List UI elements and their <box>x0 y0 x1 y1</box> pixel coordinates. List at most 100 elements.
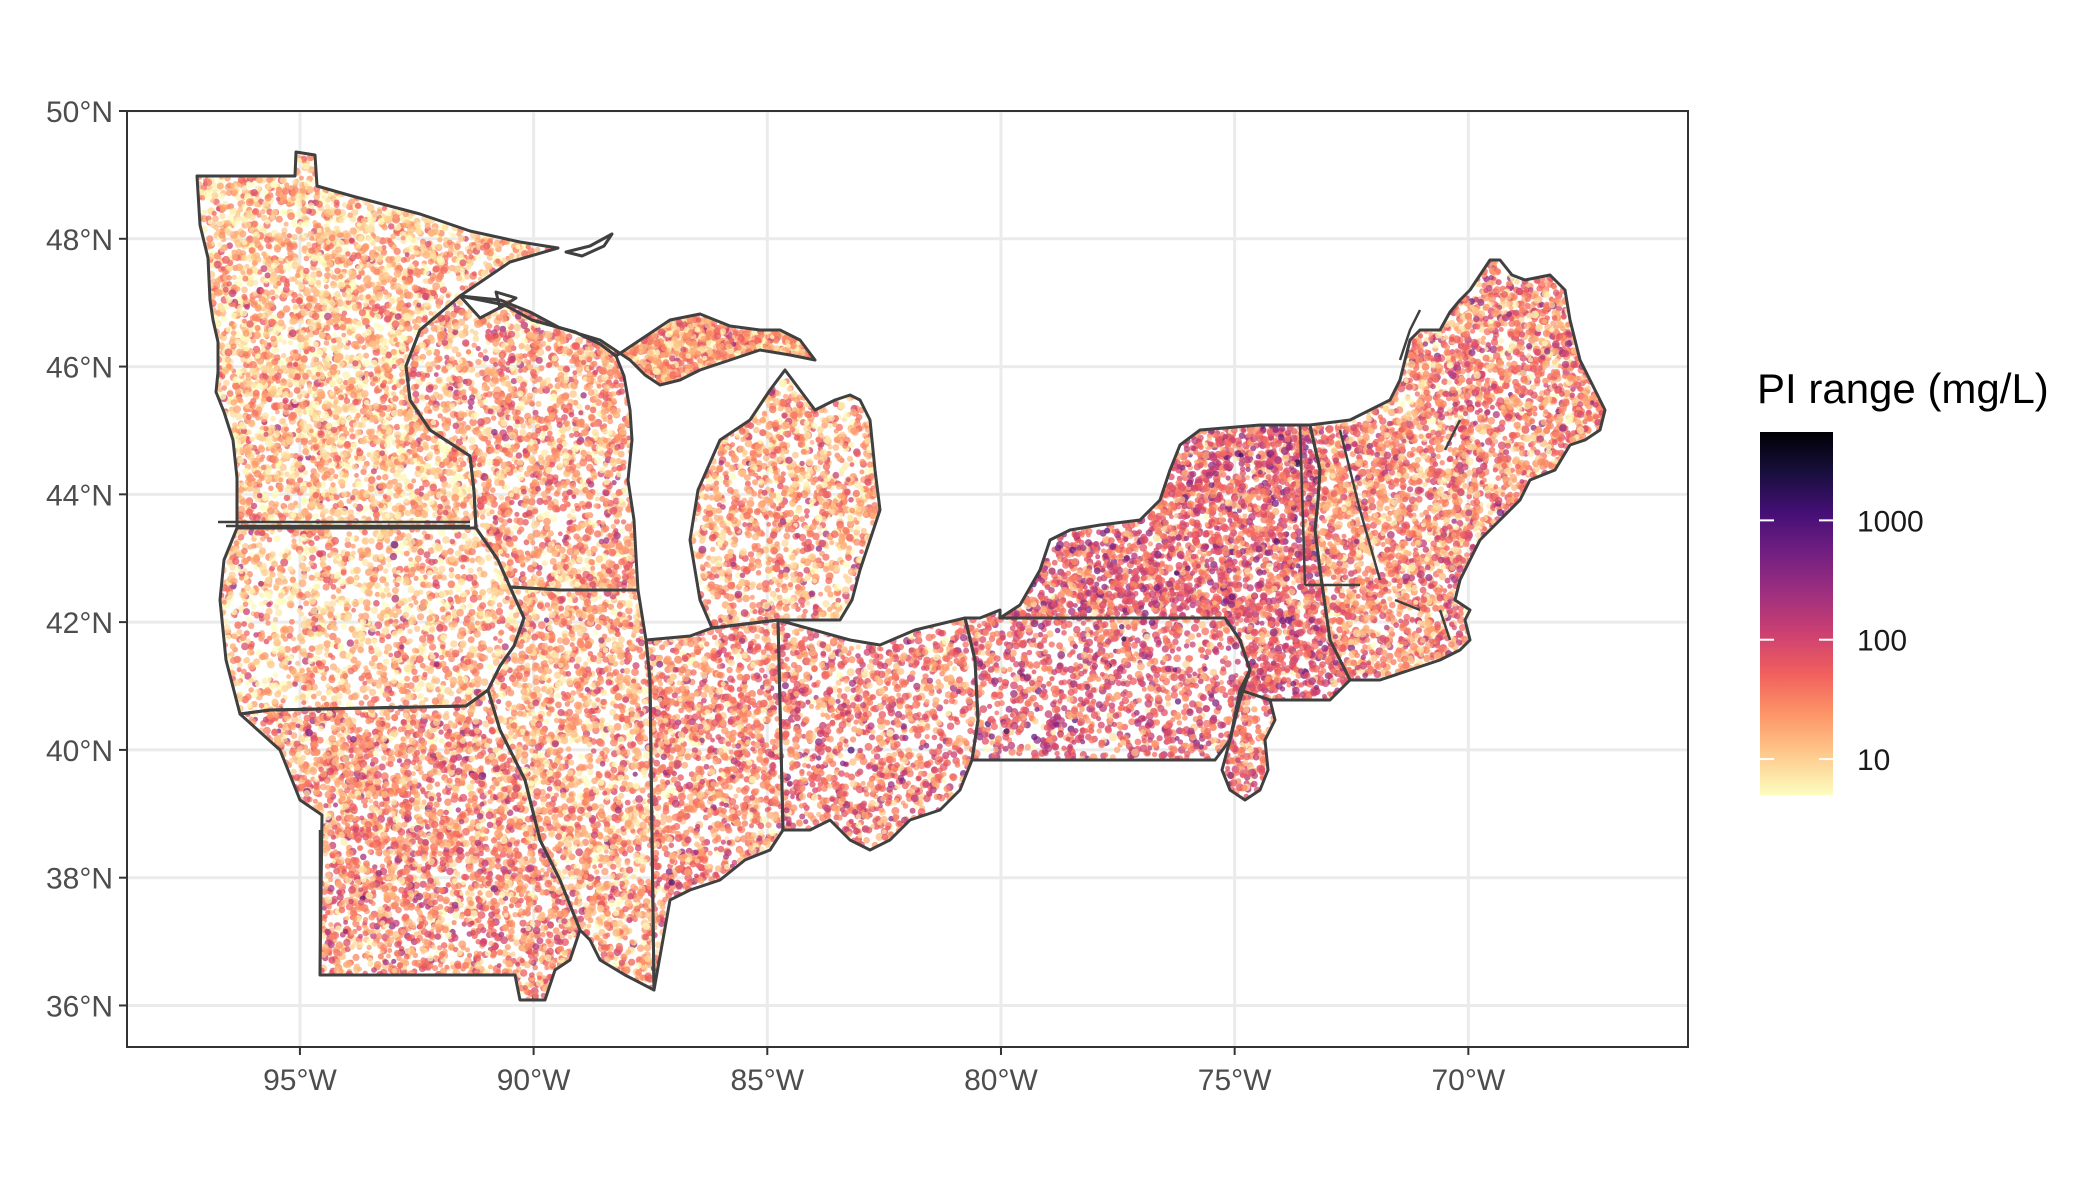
sample-point <box>440 487 447 494</box>
sample-point <box>603 489 610 496</box>
sample-point <box>543 517 551 526</box>
sample-point <box>350 271 357 278</box>
sample-point <box>382 473 389 481</box>
sample-point <box>214 288 222 297</box>
sample-point <box>292 179 298 185</box>
sample-point <box>333 386 339 392</box>
sample-point <box>440 495 448 503</box>
sample-point <box>354 252 362 260</box>
sample-point <box>241 367 248 374</box>
sample-point <box>384 370 392 378</box>
sample-point <box>430 289 437 297</box>
sample-point <box>428 310 434 316</box>
sample-point <box>244 390 250 395</box>
sample-point <box>338 217 345 224</box>
sample-point <box>262 254 269 260</box>
sample-point <box>294 462 300 469</box>
sample-point <box>480 436 486 442</box>
sample-point <box>498 517 504 523</box>
sample-point <box>372 402 380 410</box>
sample-point <box>457 456 464 463</box>
sample-point <box>324 272 331 279</box>
sample-point <box>283 426 290 432</box>
sample-point <box>264 272 271 279</box>
sample-point <box>322 298 330 306</box>
sample-point <box>253 331 261 340</box>
sample-point <box>333 199 340 206</box>
sample-point <box>281 352 287 359</box>
sample-point <box>201 209 207 215</box>
sample-point <box>381 224 388 231</box>
sample-point <box>291 233 298 241</box>
sample-point <box>245 374 252 381</box>
sample-point <box>449 356 455 362</box>
sample-point <box>598 466 606 474</box>
sample-point <box>409 449 415 455</box>
sample-point <box>239 421 245 428</box>
sample-point <box>437 503 444 510</box>
sample-point <box>362 417 368 423</box>
sample-point <box>477 503 485 511</box>
sample-point <box>295 437 301 443</box>
sample-point <box>341 403 349 411</box>
sample-point <box>323 460 330 466</box>
sample-point <box>428 229 436 237</box>
sample-point <box>464 273 470 280</box>
sample-point <box>290 511 297 519</box>
sample-point <box>524 550 531 556</box>
sample-point <box>454 243 461 250</box>
sample-point <box>284 263 293 271</box>
sample-point <box>266 210 272 216</box>
sample-point <box>342 337 349 344</box>
sample-point <box>373 388 380 394</box>
sample-point <box>342 371 350 379</box>
sample-point <box>526 579 535 587</box>
sample-point <box>301 496 308 504</box>
sample-point <box>287 413 296 422</box>
sample-point <box>332 503 339 510</box>
sample-point <box>429 483 438 492</box>
sample-point <box>592 522 599 529</box>
sample-point <box>239 230 247 238</box>
sample-point <box>362 254 369 261</box>
sample-point <box>382 289 389 296</box>
sample-point <box>491 415 497 421</box>
sample-point <box>362 491 370 499</box>
sample-point <box>222 286 229 293</box>
sample-point <box>415 273 421 278</box>
sample-point <box>455 351 462 358</box>
sample-point <box>399 423 405 429</box>
sample-point <box>262 339 268 346</box>
sample-point <box>363 274 372 283</box>
sample-point <box>598 441 604 447</box>
sample-point <box>230 182 236 188</box>
sample-point <box>557 371 565 379</box>
sample-point <box>336 299 344 307</box>
sample-point <box>400 222 407 229</box>
sample-point <box>603 537 610 544</box>
sample-point <box>442 407 449 414</box>
sample-point <box>378 502 384 509</box>
sample-point <box>291 291 298 299</box>
sampling-points <box>197 152 1605 1000</box>
sample-point <box>449 403 456 410</box>
sample-point <box>471 271 477 277</box>
sample-point <box>551 551 558 558</box>
sample-point <box>384 209 392 217</box>
sample-point <box>278 487 283 493</box>
sample-point <box>495 258 501 264</box>
sample-point <box>519 429 527 436</box>
sample-point <box>409 254 416 260</box>
sample-point <box>415 461 421 466</box>
sample-point <box>278 477 284 483</box>
sample-point <box>242 344 250 352</box>
sample-point <box>284 485 293 494</box>
sample-point <box>306 241 312 248</box>
sample-point <box>273 287 280 294</box>
sample-point <box>290 473 296 480</box>
sample-point <box>356 448 364 457</box>
sample-point <box>385 513 391 519</box>
sample-point <box>285 436 292 443</box>
sample-point <box>224 348 233 357</box>
sample-point <box>217 241 223 247</box>
